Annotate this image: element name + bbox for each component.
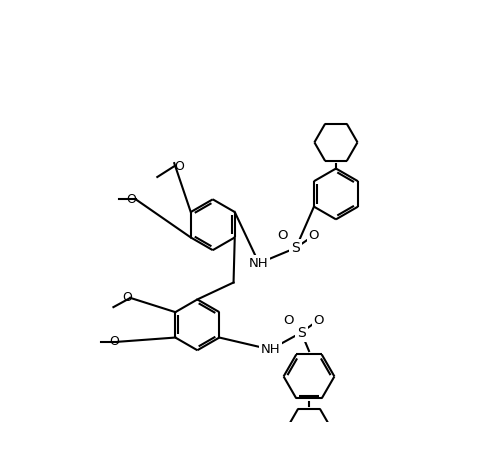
Text: O: O (277, 229, 287, 242)
Text: NH: NH (249, 257, 269, 270)
Text: S: S (297, 326, 306, 339)
Text: O: O (308, 229, 319, 242)
Text: O: O (283, 314, 294, 327)
Text: O: O (126, 193, 136, 206)
Text: O: O (174, 160, 184, 173)
Text: O: O (122, 292, 132, 304)
Text: O: O (313, 314, 324, 327)
Text: S: S (292, 241, 300, 255)
Text: NH: NH (261, 343, 280, 356)
Text: O: O (109, 335, 120, 348)
